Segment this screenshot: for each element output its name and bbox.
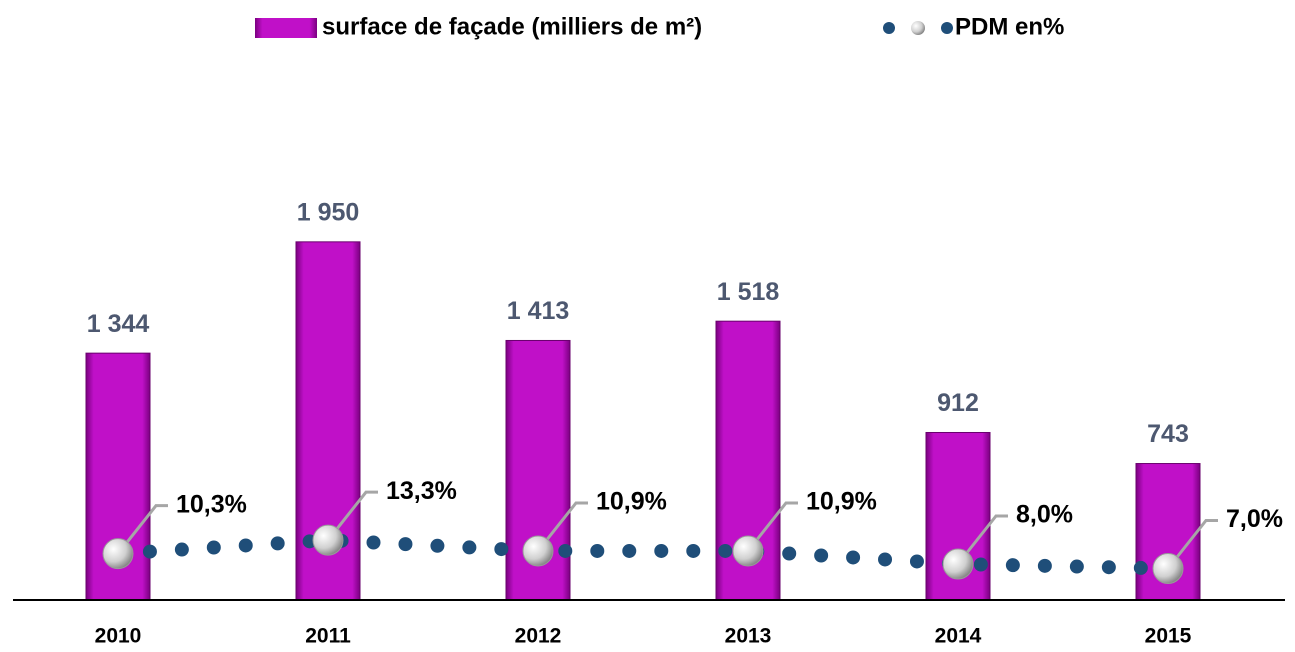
legend-label: surface de façade (milliers de m²) — [322, 13, 702, 40]
legend-sphere — [911, 21, 925, 35]
x-tick-label: 2010 — [95, 625, 142, 648]
line-point — [522, 535, 554, 567]
x-tick-label: 2015 — [1145, 625, 1192, 648]
leader-line — [956, 514, 1008, 565]
bar-value-label: 912 — [937, 389, 979, 417]
bar — [505, 339, 571, 601]
leader-line — [746, 501, 798, 552]
legend-dot — [883, 22, 895, 34]
line — [111, 533, 1175, 576]
legend-dot — [941, 22, 953, 34]
leader-line — [1166, 519, 1218, 570]
leader-line — [116, 504, 168, 555]
x-tick-label: 2012 — [515, 625, 562, 648]
leader-line — [536, 501, 588, 552]
bar-value-label: 1 413 — [507, 297, 570, 325]
line-point — [942, 548, 974, 580]
bar-value-label: 1 950 — [297, 198, 360, 226]
x-tick-label: 2014 — [935, 625, 982, 648]
line-point — [732, 535, 764, 567]
line-value-label: 7,0% — [1226, 505, 1283, 533]
line-point — [312, 524, 344, 556]
legend-swatch — [255, 18, 317, 38]
leader-line — [326, 490, 378, 542]
line-value-label: 13,3% — [386, 477, 457, 505]
line-point — [1152, 553, 1184, 584]
bar-value-label: 1 344 — [87, 310, 150, 338]
line-point — [102, 538, 134, 570]
line-value-label: 10,9% — [596, 488, 667, 516]
bar-value-label: 1 518 — [717, 278, 780, 306]
line-value-label: 10,9% — [806, 488, 877, 516]
x-tick-label: 2011 — [305, 625, 351, 648]
line-value-label: 8,0% — [1016, 501, 1073, 529]
bar-value-label: 743 — [1147, 420, 1189, 448]
line-value-label: 10,3% — [176, 490, 247, 518]
legend-label: PDM en% — [955, 13, 1064, 40]
x-tick-label: 2013 — [725, 625, 772, 648]
